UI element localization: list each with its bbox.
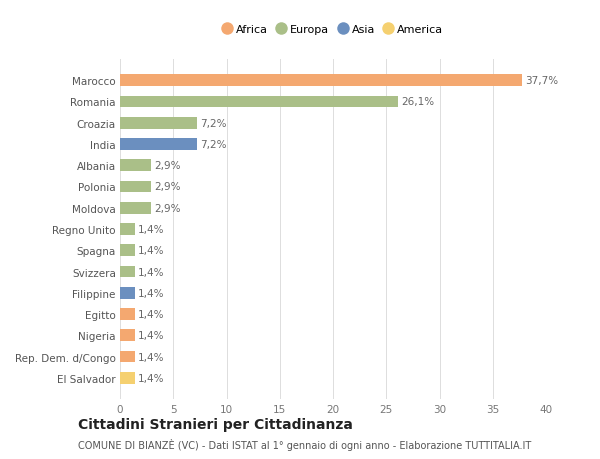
Text: 1,4%: 1,4% <box>138 309 164 319</box>
Text: 2,9%: 2,9% <box>154 161 181 171</box>
Bar <box>120 351 135 363</box>
Text: 1,4%: 1,4% <box>138 224 164 235</box>
Bar <box>120 160 151 172</box>
Text: 1,4%: 1,4% <box>138 330 164 341</box>
Text: COMUNE DI BIANZÈ (VC) - Dati ISTAT al 1° gennaio di ogni anno - Elaborazione TUT: COMUNE DI BIANZÈ (VC) - Dati ISTAT al 1°… <box>78 438 531 450</box>
Bar <box>120 308 135 320</box>
Bar <box>120 224 135 235</box>
Bar <box>120 181 151 193</box>
Text: 1,4%: 1,4% <box>138 373 164 383</box>
Text: 1,4%: 1,4% <box>138 288 164 298</box>
Text: 1,4%: 1,4% <box>138 352 164 362</box>
Text: 2,9%: 2,9% <box>154 182 181 192</box>
Text: 1,4%: 1,4% <box>138 267 164 277</box>
Bar <box>120 96 398 108</box>
Bar <box>120 372 135 384</box>
Bar <box>120 266 135 278</box>
Bar <box>120 75 521 87</box>
Bar <box>120 287 135 299</box>
Text: Cittadini Stranieri per Cittadinanza: Cittadini Stranieri per Cittadinanza <box>78 418 353 431</box>
Legend: Africa, Europa, Asia, America: Africa, Europa, Asia, America <box>220 21 446 39</box>
Bar <box>120 202 151 214</box>
Text: 2,9%: 2,9% <box>154 203 181 213</box>
Bar <box>120 118 197 129</box>
Text: 7,2%: 7,2% <box>200 140 226 150</box>
Text: 7,2%: 7,2% <box>200 118 226 129</box>
Bar <box>120 139 197 151</box>
Text: 26,1%: 26,1% <box>401 97 434 107</box>
Text: 37,7%: 37,7% <box>525 76 558 86</box>
Bar <box>120 330 135 341</box>
Bar <box>120 245 135 257</box>
Text: 1,4%: 1,4% <box>138 246 164 256</box>
